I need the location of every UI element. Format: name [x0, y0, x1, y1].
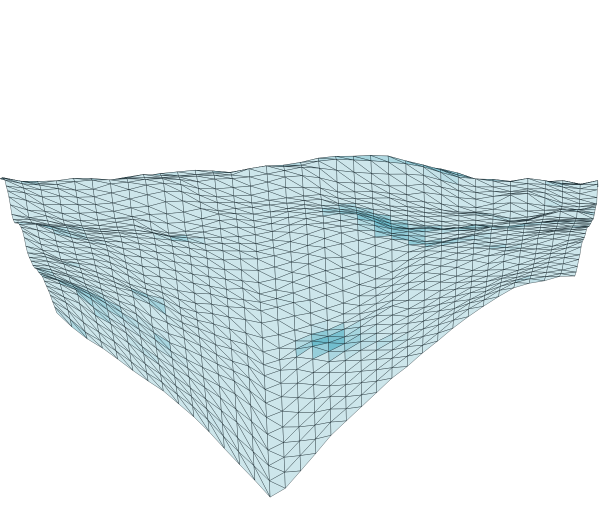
- terrain-facet: [299, 453, 317, 472]
- terrain-facet: [283, 162, 302, 166]
- terrain-facet: [422, 340, 438, 354]
- terrain-facet: [253, 465, 271, 498]
- terrain-facet: [483, 296, 499, 307]
- terrain-facet: [376, 377, 393, 393]
- terrain-facet: [437, 327, 454, 342]
- terrain-facet: [361, 392, 377, 407]
- terrain-facet: [452, 316, 469, 329]
- terrain-facet: [146, 372, 164, 392]
- terrain-facet: [284, 470, 301, 489]
- terrain-facet: [269, 480, 286, 498]
- terrain-facet: [192, 405, 210, 433]
- terrain-facet: [544, 276, 560, 282]
- terrain-facet: [406, 352, 423, 367]
- terrain-facet: [177, 394, 195, 418]
- terrain-facet: [315, 435, 332, 454]
- terrain-facet: [559, 273, 576, 277]
- terrain-facet: [161, 382, 179, 405]
- terrain-facet: [238, 451, 256, 481]
- terrain-facet: [467, 306, 484, 317]
- terrain-facet: [100, 340, 118, 360]
- terrain-facet: [69, 318, 88, 340]
- terrain-facet: [223, 435, 240, 465]
- terrain-facet: [345, 406, 362, 422]
- terrain-mesh: [0, 155, 599, 498]
- terrain-facet: [115, 350, 134, 371]
- terrain-facet: [131, 361, 149, 382]
- terrain-facet: [207, 419, 225, 449]
- terrain-facet: [85, 331, 103, 349]
- terrain-facet: [498, 287, 515, 297]
- terrain-facet: [528, 278, 545, 284]
- terrain-facet: [579, 180, 598, 185]
- terrain-facet: [513, 282, 530, 289]
- terrain-facet: [54, 306, 73, 328]
- terrain-facet: [330, 420, 347, 436]
- terrain-facet: [391, 366, 408, 379]
